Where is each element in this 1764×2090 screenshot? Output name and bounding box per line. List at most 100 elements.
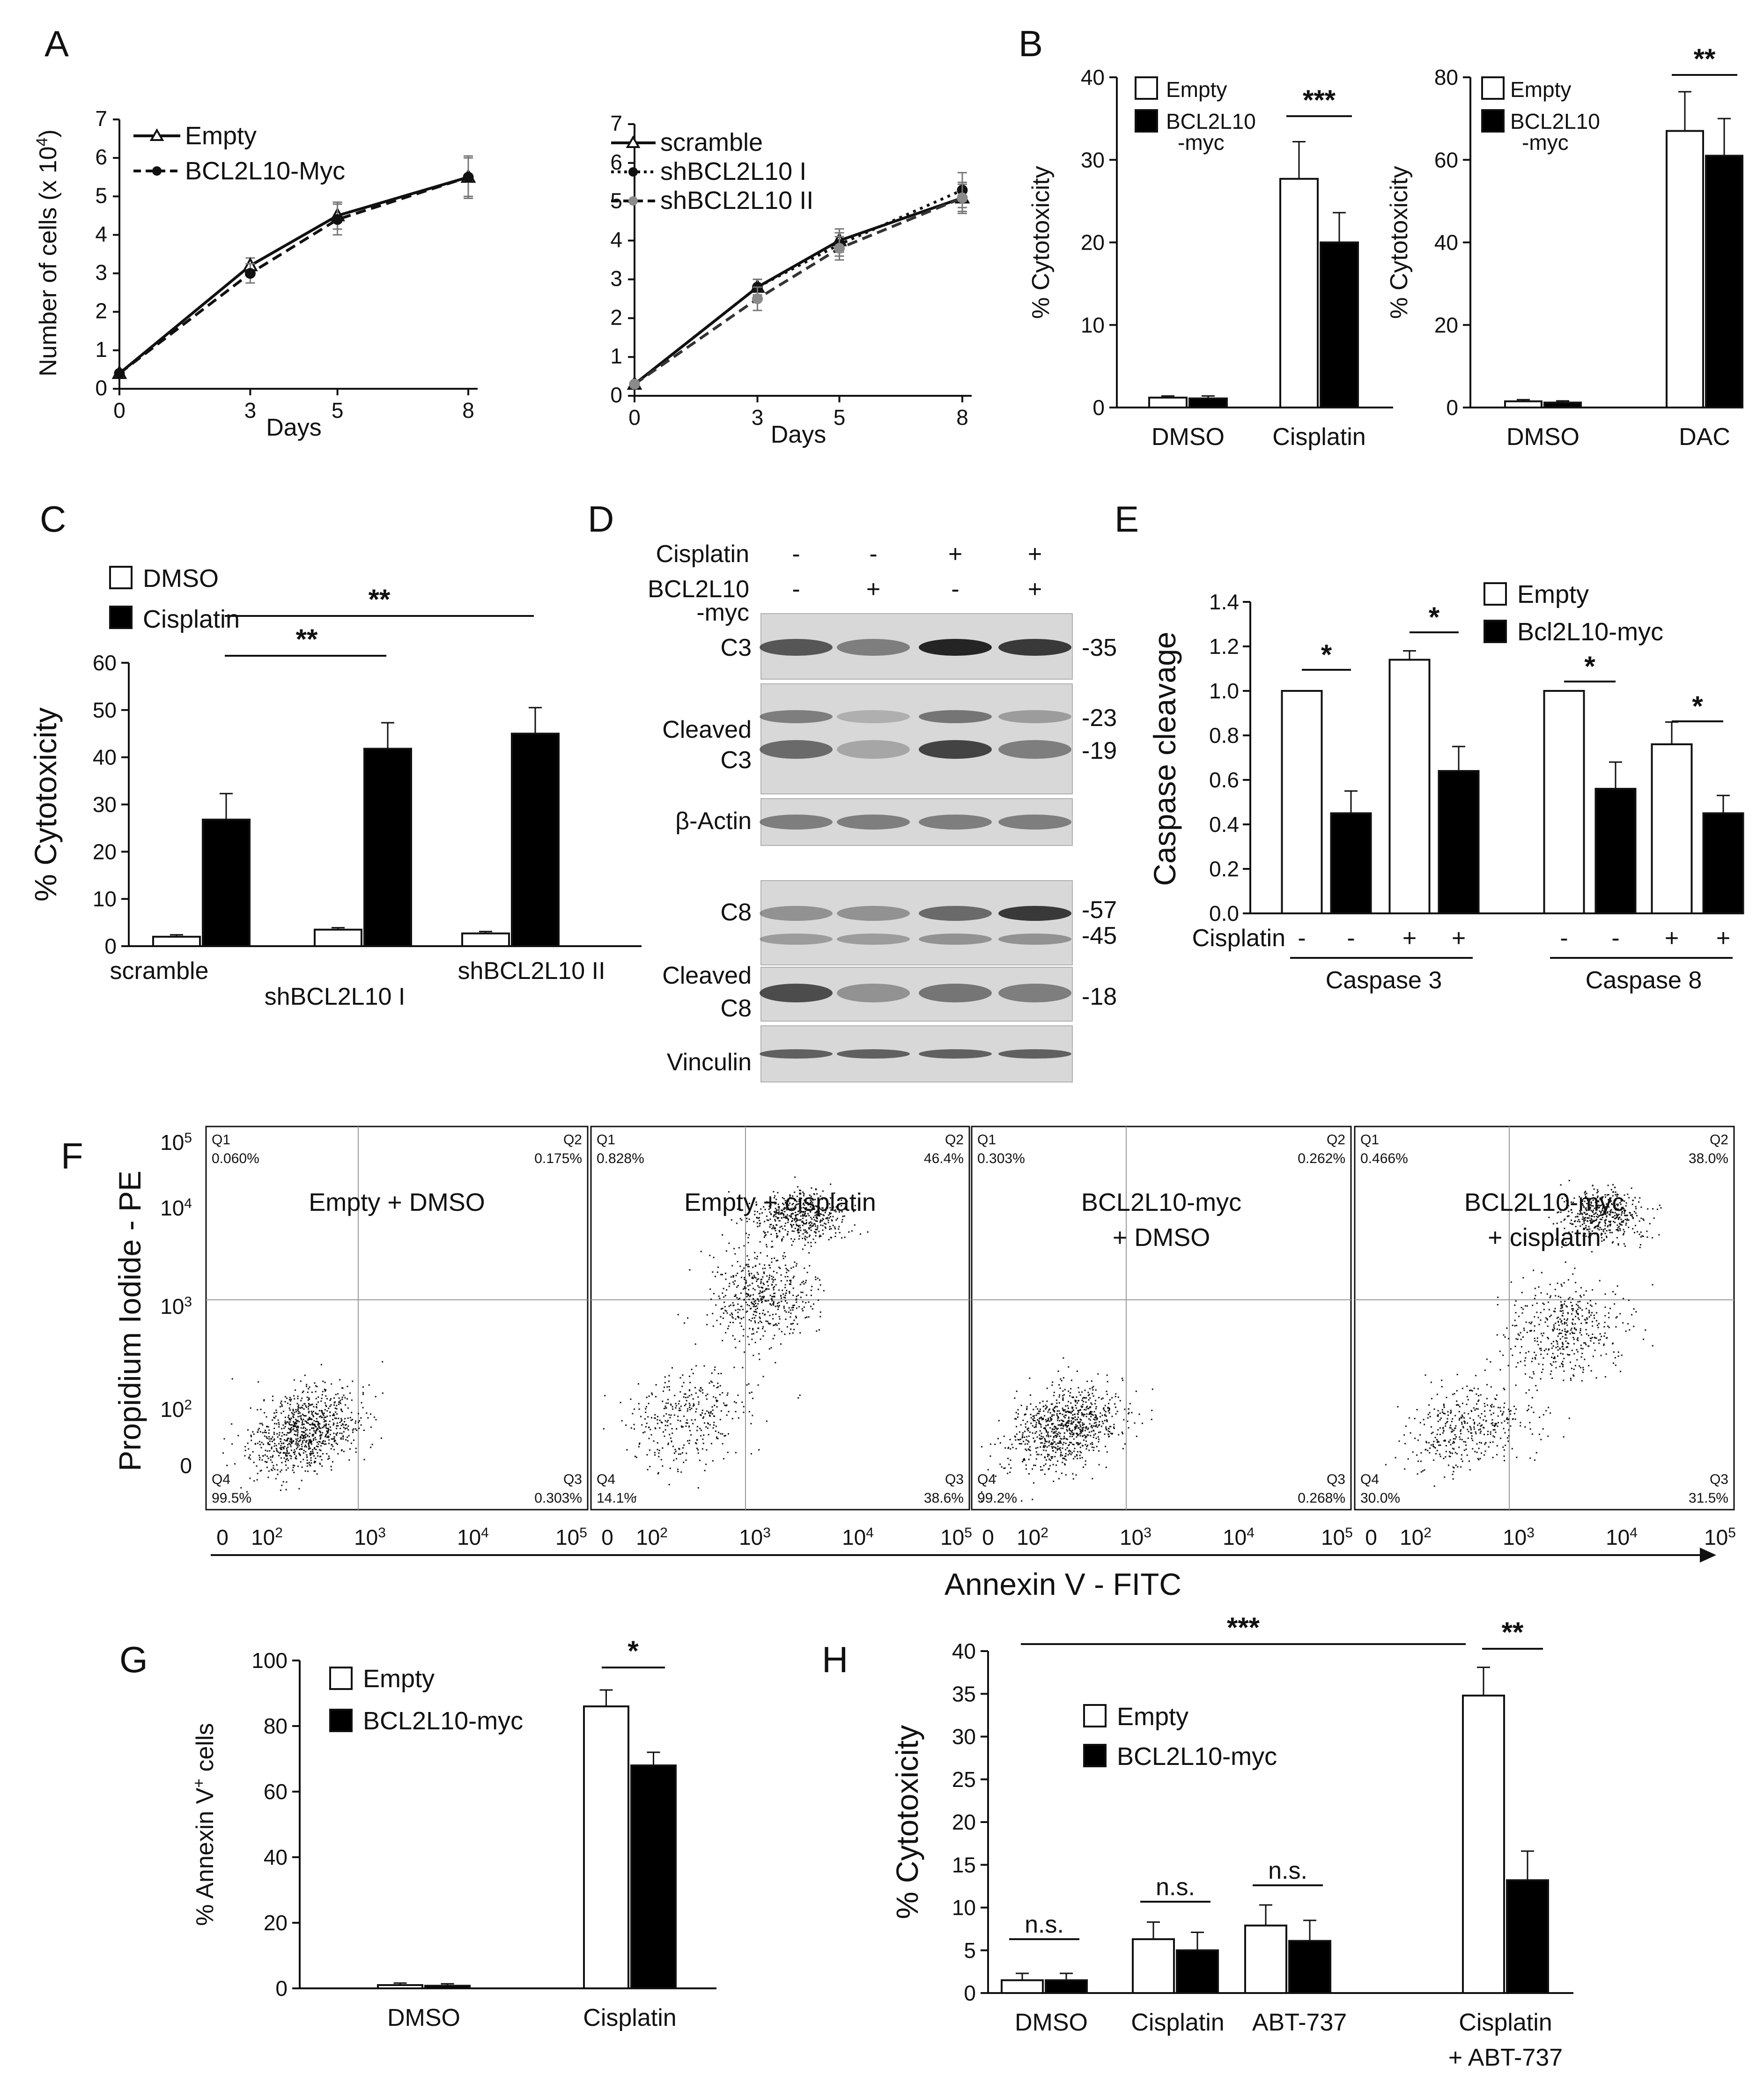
- header-sign: -: [792, 576, 800, 603]
- y-tick-label: 5: [964, 1938, 976, 1963]
- x-tick-label: 102: [1017, 1525, 1048, 1550]
- flow-plot-frame: [590, 1126, 970, 1511]
- y-tick-label: 1: [95, 337, 107, 362]
- band: [919, 710, 992, 723]
- y-axis-label: Number of cells (x 104): [33, 129, 62, 376]
- data-point-shbcl2l10-ii: [629, 378, 640, 390]
- x-tick-label: 8: [956, 405, 968, 430]
- cisplatin-sign: -: [1611, 925, 1619, 952]
- data-point-bcl2l10-myc: [332, 214, 343, 225]
- bar-empty-dmso: [1504, 400, 1543, 408]
- x-tick-label: shBCL2L10 II: [458, 957, 605, 985]
- band: [998, 740, 1071, 759]
- y-tick-label: 0: [95, 376, 107, 400]
- gate-percent-q4: 99.2%: [977, 1490, 1017, 1506]
- flow-events: [981, 1357, 1153, 1502]
- significance-label: n.s.: [1025, 1911, 1064, 1938]
- y-tick-label: 20: [264, 1911, 288, 1935]
- band-label: Cleaved: [662, 716, 752, 743]
- band-label: C8: [721, 995, 752, 1022]
- cisplatin-row-label: Cisplatin: [1192, 925, 1285, 952]
- bar-bcl2l10-myc-caspase-8: [1702, 812, 1744, 914]
- x-tick-label: scramble: [110, 957, 209, 985]
- gate-name: Q3: [945, 1472, 964, 1487]
- significance-label: **: [1694, 43, 1716, 74]
- bar-empty-cisplatin: [1132, 1938, 1175, 1994]
- bar-empty-caspase-8: [1543, 690, 1585, 914]
- x-tick-label: 103: [739, 1525, 771, 1550]
- cisplatin-sign: +: [1402, 925, 1417, 952]
- band: [998, 639, 1071, 656]
- legend-marker: [626, 135, 641, 148]
- panel-label-g: G: [119, 1639, 148, 1680]
- gate-percent-q2: 46.4%: [924, 1151, 964, 1166]
- data-point-bcl2l10-myc: [244, 268, 256, 279]
- flow-plot-title: BCL2L10-myc: [1464, 1188, 1624, 1216]
- gate-percent-q1: 0.466%: [1360, 1151, 1408, 1166]
- gate-percent-q3: 31.5%: [1689, 1490, 1728, 1506]
- legend-cisplatin-swatch: [109, 606, 133, 629]
- x-tick-label: 0: [1365, 1525, 1377, 1549]
- band: [837, 906, 910, 921]
- band: [919, 815, 992, 830]
- band: [837, 984, 910, 1002]
- band: [760, 906, 833, 921]
- gate-name: Q2: [945, 1132, 964, 1148]
- gate-name: Q1: [977, 1132, 996, 1148]
- legend-label: DMSO: [143, 564, 219, 593]
- y-tick-label: 3: [95, 260, 107, 285]
- legend-bcl2l10-swatch: [1135, 109, 1158, 133]
- x-tick-label: 3: [244, 398, 257, 422]
- x-tick-label: 0: [113, 398, 125, 422]
- y-tick-label: 1.0: [1209, 679, 1239, 703]
- gate-name: Q2: [1327, 1132, 1345, 1148]
- blot-beta-actin: [760, 798, 1073, 846]
- x-tick-label: shBCL2L10 I: [265, 983, 406, 1010]
- cisplatin-sign: -: [1560, 925, 1568, 952]
- y-axis-label: % Cytotoxicity: [890, 1725, 924, 1919]
- gate-percent-q1: 0.303%: [977, 1151, 1025, 1166]
- significance-label: ***: [1227, 1612, 1260, 1643]
- bar-cisplatin-shbcl2l10-ii: [511, 733, 560, 947]
- gate-percent-q2: 0.175%: [534, 1151, 582, 1166]
- data-point-bcl2l10-myc: [463, 171, 474, 183]
- y-tick-label: 3: [610, 266, 622, 290]
- header-sign: -: [951, 576, 959, 603]
- x-tick-label: 104: [842, 1525, 874, 1550]
- y-tick-label: 20: [1081, 230, 1105, 255]
- panel-label-b: B: [1019, 23, 1043, 64]
- blot-cleaved-c3: [760, 683, 1073, 794]
- band-label: C3: [721, 747, 752, 774]
- y-tick-label: 60: [1434, 148, 1458, 172]
- header-label-bcl2l10: BCL2L10: [648, 576, 749, 603]
- legend-label: scramble: [660, 128, 763, 156]
- band: [919, 984, 992, 1002]
- x-axis-label: Annexin V - FITC: [945, 1567, 1181, 1601]
- band: [919, 740, 992, 759]
- gate-name: Q3: [563, 1472, 582, 1487]
- y-tick-label: 5: [95, 183, 107, 208]
- mw-marker: -45: [1082, 922, 1117, 949]
- band: [998, 1049, 1071, 1059]
- gate-name: Q1: [212, 1132, 230, 1148]
- y-tick-label: 100: [251, 1648, 288, 1673]
- y-tick-label: 0: [610, 383, 622, 407]
- cisplatin-sign: +: [1716, 925, 1730, 952]
- y-tick-label: 103: [160, 1294, 192, 1319]
- bar-empty-caspase-3: [1281, 690, 1323, 914]
- cisplatin-sign: -: [1347, 925, 1355, 952]
- panel-label-c: C: [40, 498, 66, 540]
- x-tick-label: DMSO: [387, 2004, 460, 2031]
- flow-plot-title: + cisplatin: [1488, 1223, 1601, 1252]
- y-tick-label: 25: [952, 1767, 976, 1792]
- gate-percent-q1: 0.828%: [597, 1151, 644, 1166]
- legend-label: BCL2L10-myc: [363, 1707, 523, 1735]
- y-tick-label: 1: [610, 344, 622, 368]
- y-tick-label: 0: [1092, 395, 1105, 420]
- band: [919, 1049, 992, 1059]
- y-tick-label: 10: [93, 887, 117, 911]
- panel-b-cisplatin-cytotoxicity-chart: 0 10 20 30 40 % Cytotoxicity DMSO Cisplatin Empt…: [1027, 65, 1393, 451]
- band: [760, 1049, 833, 1059]
- legend-empty-swatch: [1481, 76, 1505, 100]
- legend-label: shBCL2L10 I: [660, 157, 806, 185]
